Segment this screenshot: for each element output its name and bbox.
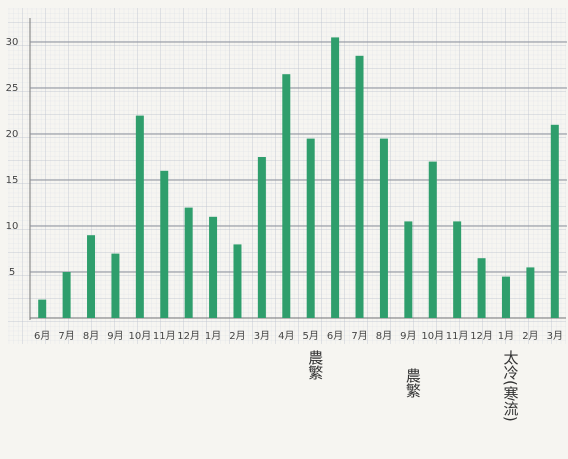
bar [184, 207, 193, 318]
x-tick-label: 5月 [303, 330, 319, 342]
x-tick-label: 3月 [547, 330, 563, 342]
bar [38, 299, 47, 318]
x-tick-label: 10月 [421, 330, 444, 342]
y-tick-label: 25 [6, 83, 19, 94]
x-tick-label: 12月 [177, 330, 200, 342]
bar [160, 170, 169, 318]
x-tick-label: 3月 [254, 330, 270, 342]
bar [306, 138, 315, 318]
bar [62, 272, 71, 318]
x-tick-label: 7月 [351, 330, 367, 342]
x-tick-label: 2月 [229, 330, 245, 342]
bar [257, 157, 266, 318]
bar [453, 221, 462, 318]
x-tick-label: 8月 [83, 330, 99, 342]
bar [526, 267, 535, 318]
bar [209, 216, 218, 318]
annotation: 太冷(寒流) [501, 350, 519, 422]
bar [111, 253, 120, 318]
bar [355, 55, 364, 319]
x-tick-label: 10月 [128, 330, 151, 342]
bar [501, 276, 510, 318]
x-tick-label: 1月 [205, 330, 221, 342]
bar [550, 124, 559, 318]
y-tick-label: 30 [6, 37, 19, 48]
x-tick-label: 6月 [34, 330, 50, 342]
x-tick-label: 9月 [400, 330, 416, 342]
annotation: 農繁 [306, 350, 324, 380]
bar [135, 115, 144, 318]
x-tick-label: 11月 [153, 330, 176, 342]
x-tick-label: 8月 [376, 330, 392, 342]
bar [477, 258, 486, 318]
x-tick-label: 4月 [278, 330, 294, 342]
x-tick-label: 6月 [327, 330, 343, 342]
y-tick-label: 10 [6, 221, 19, 232]
bar [233, 244, 242, 318]
x-tick-label: 12月 [470, 330, 493, 342]
y-tick-label: 15 [6, 175, 19, 186]
x-tick-label: 9月 [107, 330, 123, 342]
bar [87, 235, 96, 318]
x-tick-label: 2月 [522, 330, 538, 342]
x-tick-label: 7月 [58, 330, 74, 342]
bar [331, 37, 340, 319]
bar [404, 221, 413, 318]
y-tick-label: 5 [9, 267, 15, 278]
annotation: 農繁 [404, 368, 422, 398]
x-tick-label: 1月 [498, 330, 514, 342]
bar [428, 161, 437, 318]
y-tick-label: 20 [6, 129, 19, 140]
bar [282, 74, 291, 318]
x-tick-label: 11月 [446, 330, 469, 342]
bar [379, 138, 388, 318]
